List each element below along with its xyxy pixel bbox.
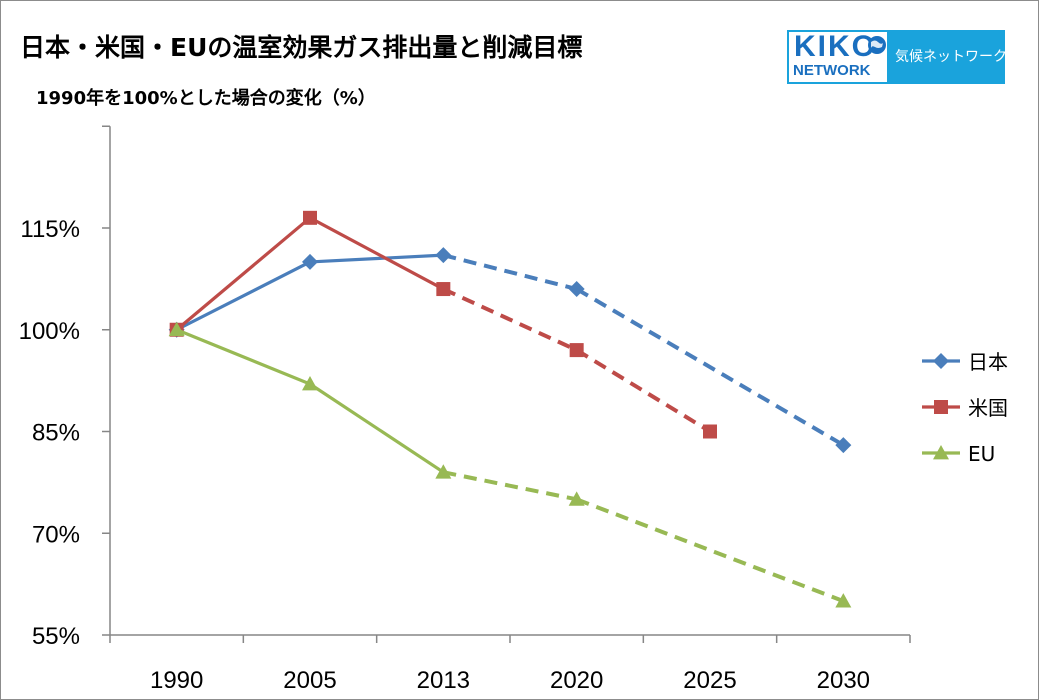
x-tick-label: 2013 bbox=[417, 667, 470, 694]
series-line-segment bbox=[176, 328, 311, 386]
y-tick-label: 85% bbox=[32, 420, 80, 447]
globe-icon bbox=[868, 36, 886, 54]
series-line-segment-dashed bbox=[575, 497, 845, 603]
series-line-segment bbox=[309, 382, 445, 474]
data-point-marker bbox=[703, 424, 717, 439]
logo-kiko-text: KIKO bbox=[794, 30, 877, 63]
data-point-marker bbox=[835, 593, 852, 608]
series-line-segment-dashed bbox=[442, 470, 578, 502]
y-tick-label: 100% bbox=[19, 318, 80, 345]
x-tick-label: 1990 bbox=[150, 667, 203, 694]
legend-label: EU bbox=[968, 442, 995, 466]
series-line-segment bbox=[309, 216, 445, 291]
chart-axes: 55% 70% 85% 100% 115% 1990 2005 2013 2020 2025 203… bbox=[19, 125, 911, 694]
data-point-marker bbox=[569, 343, 584, 358]
legend-item: 日本 bbox=[922, 350, 1008, 374]
series-line-segment bbox=[175, 216, 312, 331]
legend-label: 米国 bbox=[968, 396, 1008, 420]
series-line-segment-dashed bbox=[442, 253, 578, 291]
x-tick-label: 2005 bbox=[283, 667, 336, 694]
legend-marker bbox=[933, 353, 949, 369]
legend-item: 米国 bbox=[922, 396, 1008, 420]
chart-title: 日本・米国・EUの温室効果ガス排出量と削減目標 bbox=[20, 33, 583, 62]
legend-marker bbox=[934, 400, 948, 414]
series-line-segment bbox=[309, 253, 444, 264]
data-point-marker bbox=[568, 281, 585, 298]
series-line-segment-dashed bbox=[575, 287, 845, 447]
legend-item: EU bbox=[922, 442, 995, 466]
data-point-marker bbox=[303, 210, 317, 225]
series-line-segment-dashed bbox=[575, 348, 712, 434]
legend-label: 日本 bbox=[968, 350, 1008, 374]
series-1 bbox=[168, 247, 852, 454]
x-tick-label: 2025 bbox=[683, 667, 736, 694]
series-line-segment bbox=[175, 260, 311, 332]
legend-marker bbox=[933, 445, 949, 460]
data-point-marker bbox=[835, 437, 852, 454]
y-tick-label: 70% bbox=[32, 521, 80, 548]
y-tick-label: 115% bbox=[20, 216, 80, 243]
x-tick-label: 2030 bbox=[817, 667, 870, 694]
data-point-marker bbox=[302, 253, 318, 270]
data-point-marker bbox=[302, 376, 318, 391]
series-3 bbox=[168, 321, 852, 608]
x-tick-label: 2020 bbox=[550, 667, 603, 694]
data-point-marker bbox=[436, 282, 451, 297]
y-tick-label: 55% bbox=[32, 623, 80, 650]
logo-text-panel: KIKO NETWORK bbox=[789, 32, 887, 82]
data-point-marker bbox=[435, 464, 452, 479]
chart-series-layer bbox=[168, 210, 852, 608]
kiko-network-logo: KIKO NETWORK 気候ネットワーク bbox=[787, 30, 1007, 84]
data-point-marker bbox=[168, 321, 185, 337]
data-point-marker bbox=[568, 491, 585, 506]
chart-subtitle: 1990年を100%とした場合の変化（%） bbox=[36, 88, 376, 109]
logo-japanese-text: 気候ネットワーク bbox=[895, 49, 1007, 65]
logo-network-text: NETWORK bbox=[793, 62, 871, 79]
series-line-segment-dashed bbox=[442, 287, 578, 352]
data-point-marker bbox=[435, 247, 452, 264]
